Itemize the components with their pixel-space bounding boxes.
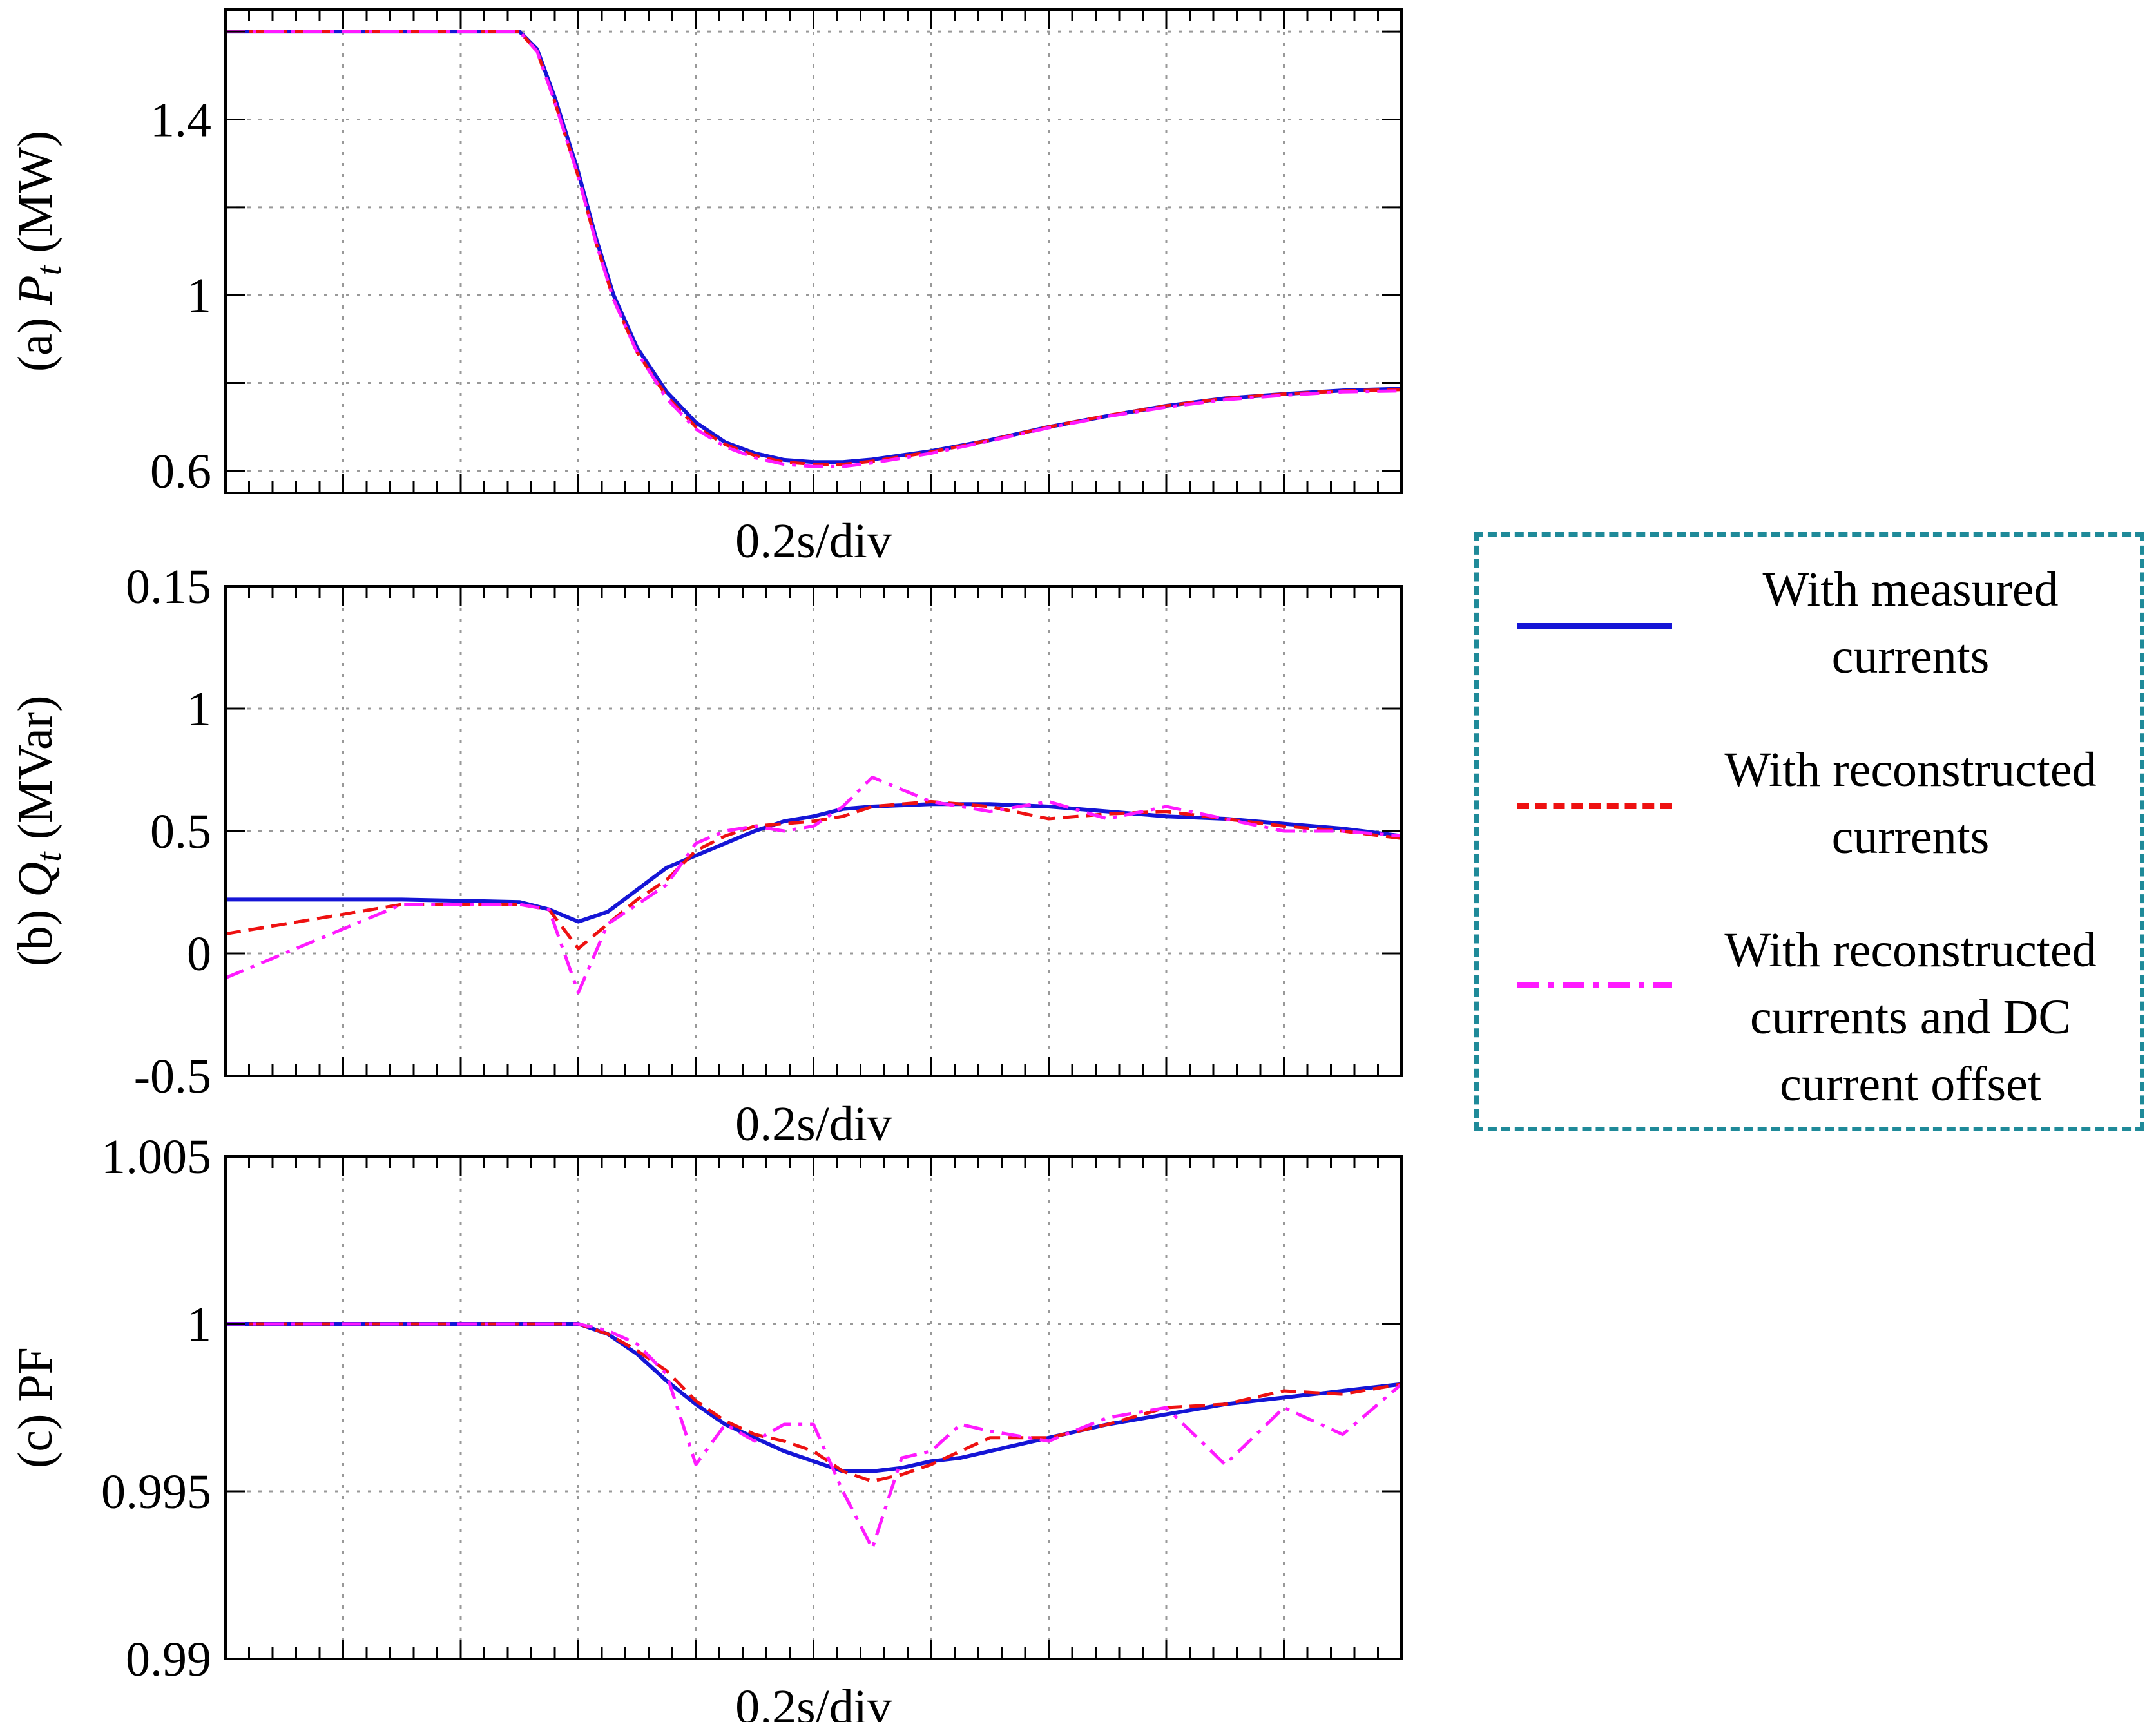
- legend-swatch-dc-offset: [1517, 982, 1672, 988]
- chart-panel-a: 0.6 1 1.4 0.2s/div (a) Pt (MW): [8, 8, 1403, 568]
- series-line-dc_offset: [226, 775, 1401, 995]
- series-line-measured: [226, 1322, 1401, 1473]
- chart-panel-c: 0.99 0.995 1 1.005 0.2s/div (c) PF: [8, 1130, 1403, 1722]
- series-line-dc_offset: [226, 1322, 1401, 1550]
- y-tick-label: 1: [187, 269, 211, 323]
- y-tick-label: 0.99: [126, 1632, 211, 1687]
- legend-label-reconstructed-line2: currents: [1831, 810, 1990, 864]
- series-line-reconstructed: [226, 799, 1401, 950]
- y-tick-label: -0.5: [134, 1049, 211, 1104]
- y-tick-label: 0.15: [126, 560, 211, 614]
- y-axis-label: (c) PF: [8, 1347, 63, 1468]
- x-axis-label: 0.2s/div: [735, 1680, 892, 1722]
- y-tick-label: 1: [187, 1297, 211, 1352]
- y-axis-label: (b) Qt (MVar): [8, 696, 69, 967]
- legend-swatch-measured: [1517, 623, 1672, 629]
- y-tick-label: 0.995: [101, 1465, 211, 1519]
- series-line-measured: [226, 802, 1401, 924]
- y-tick-label: 0: [187, 927, 211, 981]
- x-axis-label: 0.2s/div: [735, 1097, 892, 1151]
- legend-label-measured-line2: currents: [1831, 629, 1990, 684]
- legend-swatch-reconstructed: [1517, 803, 1672, 809]
- legend-label-dc-offset-line1: With reconstructed: [1724, 923, 2097, 977]
- chart-panel-b: -0.5 0 0.5 1 0.15 0.2s/div (b) Qt (MVar): [8, 560, 1403, 1151]
- y-axis-label: (a) Pt (MW): [8, 131, 69, 372]
- y-tick-label: 1.005: [101, 1130, 211, 1184]
- series-line-dc_offset: [226, 30, 1401, 468]
- x-axis-label: 0.2s/div: [735, 514, 892, 568]
- legend-label-reconstructed-line1: With reconstructed: [1724, 743, 2097, 797]
- legend: With measured currents With reconstructe…: [1474, 532, 2144, 1131]
- legend-label-measured-line1: With measured: [1762, 562, 2059, 617]
- series-line-reconstructed: [226, 30, 1401, 466]
- y-tick-label: 0.5: [150, 805, 211, 859]
- legend-label-dc-offset-line2: currents and DC: [1749, 990, 2072, 1044]
- legend-label-dc-offset-line3: current offset: [1780, 1057, 2041, 1111]
- y-tick-label: 1.4: [150, 93, 211, 147]
- y-tick-label: 0.6: [150, 445, 211, 499]
- y-tick-label: 1: [187, 682, 211, 736]
